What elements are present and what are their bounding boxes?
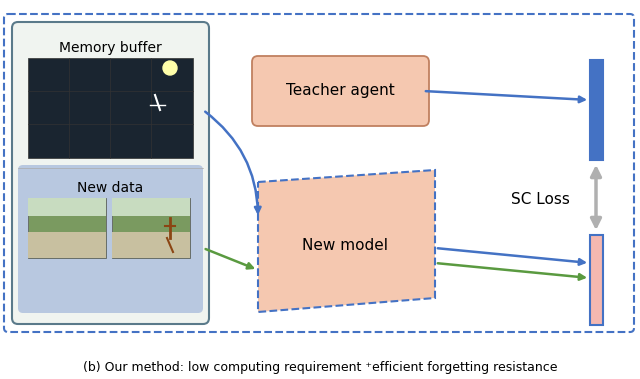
Bar bbox=[28, 232, 106, 258]
Text: New data: New data bbox=[77, 181, 143, 195]
FancyBboxPatch shape bbox=[12, 22, 209, 324]
Bar bbox=[112, 232, 190, 258]
Text: SC Loss: SC Loss bbox=[511, 193, 570, 207]
FancyBboxPatch shape bbox=[18, 165, 203, 313]
Text: Memory buffer: Memory buffer bbox=[59, 41, 161, 55]
Bar bbox=[28, 58, 193, 158]
Text: New model: New model bbox=[302, 238, 388, 252]
Bar bbox=[28, 198, 106, 216]
Bar bbox=[112, 198, 190, 216]
FancyBboxPatch shape bbox=[252, 56, 429, 126]
Text: (b) Our method: low computing requirement ⁺efficient forgetting resistance: (b) Our method: low computing requiremen… bbox=[83, 362, 557, 374]
Polygon shape bbox=[258, 170, 435, 312]
Text: Teacher agent: Teacher agent bbox=[286, 83, 395, 99]
Bar bbox=[28, 198, 106, 258]
Bar bbox=[590, 60, 603, 160]
Bar bbox=[590, 235, 603, 325]
Circle shape bbox=[163, 61, 177, 75]
Bar bbox=[112, 198, 190, 258]
